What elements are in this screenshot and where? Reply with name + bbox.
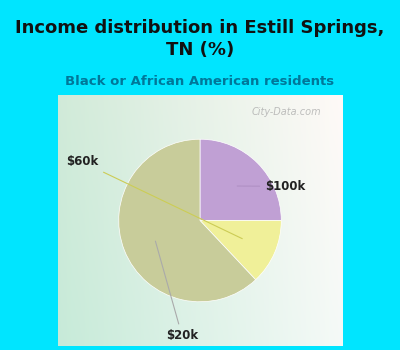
Wedge shape bbox=[200, 220, 281, 280]
Text: $60k: $60k bbox=[66, 155, 242, 239]
Wedge shape bbox=[119, 139, 256, 302]
Text: City-Data.com: City-Data.com bbox=[251, 107, 321, 117]
Text: $100k: $100k bbox=[237, 180, 306, 193]
Text: Black or African American residents: Black or African American residents bbox=[66, 75, 334, 88]
Text: $20k: $20k bbox=[156, 241, 198, 342]
Text: Income distribution in Estill Springs,
TN (%): Income distribution in Estill Springs, T… bbox=[15, 19, 385, 60]
Wedge shape bbox=[200, 139, 281, 220]
